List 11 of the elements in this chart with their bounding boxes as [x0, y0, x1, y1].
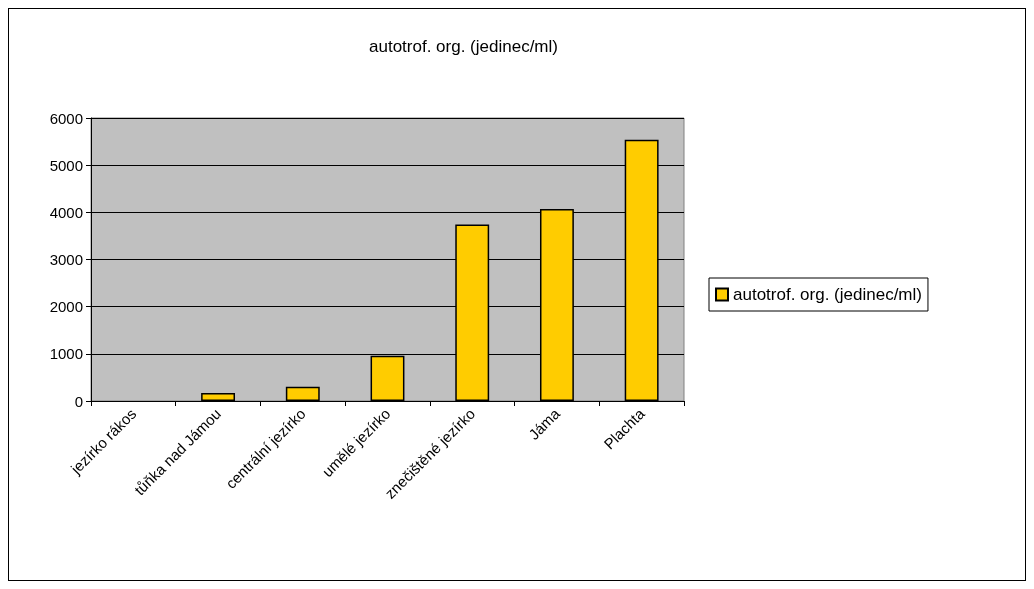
y-tick-label: 1000: [49, 345, 83, 363]
y-tick-label: 6000: [49, 109, 83, 127]
y-tick-label: 4000: [49, 203, 83, 221]
bar: [285, 386, 320, 401]
y-tick-label: 2000: [49, 298, 83, 316]
chart-title: autotrof. org. (jedinec/ml): [369, 37, 558, 56]
y-tick-label: 3000: [49, 251, 83, 268]
legend-label: autotrof. org. (jedinec/ml): [733, 285, 922, 304]
bar: [201, 392, 236, 401]
y-tick-label: 0: [74, 392, 83, 410]
y-tick-label: 5000: [49, 156, 83, 174]
